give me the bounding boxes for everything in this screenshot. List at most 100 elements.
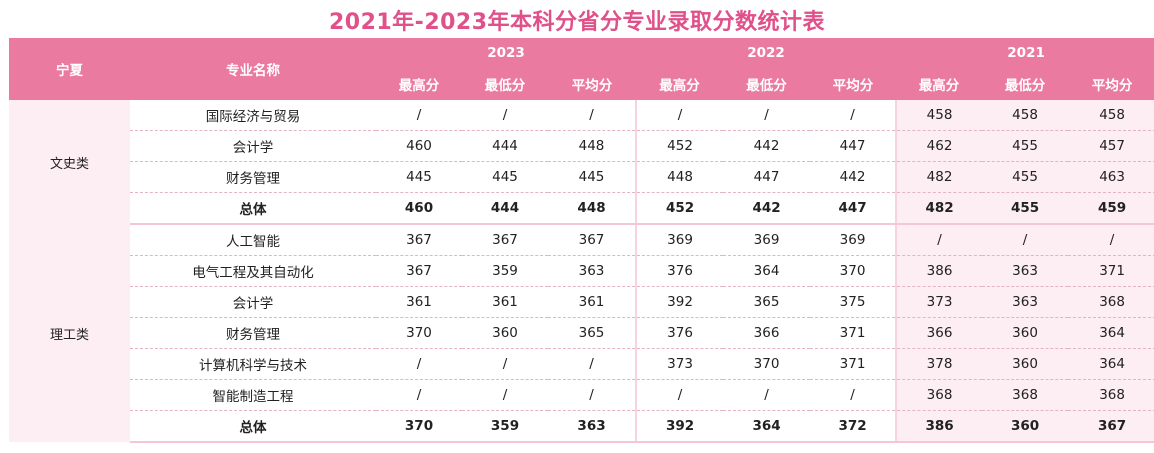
score-cell: 366 (895, 317, 983, 349)
score-cell: 445 (462, 161, 548, 193)
score-cell: 448 (635, 161, 724, 193)
score-cell: / (635, 379, 724, 411)
score-cell: 375 (810, 286, 897, 318)
score-cell: 378 (895, 348, 983, 380)
score-cell: 447 (723, 161, 811, 193)
table-row: 财务管理 445 445 445 448 447 442 482 455 463 (9, 161, 1154, 193)
score-cell: / (723, 100, 811, 131)
score-cell: / (1068, 224, 1154, 256)
metric-header-min: 最低分 (462, 68, 548, 100)
score-cell: 364 (723, 410, 811, 443)
score-cell: 442 (723, 192, 811, 225)
score-cell: 363 (548, 410, 637, 443)
score-cell: 372 (810, 410, 897, 443)
score-cell: 373 (635, 348, 724, 380)
score-cell: 365 (548, 317, 637, 349)
score-cell: 361 (376, 286, 462, 318)
score-cell: 369 (723, 224, 811, 256)
metric-header-min: 最低分 (982, 68, 1069, 100)
metric-header-max: 最高分 (896, 68, 983, 100)
year-header-2022: 2022 (636, 38, 897, 68)
score-cell: 359 (462, 255, 548, 287)
score-cell: 455 (982, 130, 1069, 162)
score-cell: 367 (1068, 410, 1154, 443)
major-cell: 会计学 (130, 286, 376, 318)
score-cell: 361 (462, 286, 548, 318)
score-cell: 370 (376, 317, 462, 349)
metric-header-max: 最高分 (376, 68, 462, 100)
score-cell: 482 (895, 161, 983, 193)
score-cell: / (810, 100, 897, 131)
score-cell: 458 (895, 100, 983, 131)
score-cell: / (635, 100, 724, 131)
score-cell: 458 (982, 100, 1069, 131)
score-cell: 367 (376, 224, 462, 256)
score-cell: 364 (1068, 348, 1154, 380)
score-cell: 376 (635, 317, 724, 349)
score-cell: 455 (982, 192, 1069, 225)
score-cell: / (376, 379, 462, 411)
year-header-2023: 2023 (376, 38, 637, 68)
score-cell: 444 (462, 192, 548, 225)
score-cell: 460 (376, 130, 462, 162)
table-row: 计算机科学与技术 / //373 370 371 378 360 364 (9, 348, 1154, 380)
score-cell: 452 (635, 192, 724, 225)
major-cell: 会计学 (130, 130, 376, 162)
score-cell: 376 (635, 255, 724, 287)
score-cell: / (462, 379, 548, 411)
score-cell: 392 (635, 410, 724, 443)
score-cell: 363 (982, 255, 1069, 287)
score-cell: 370 (376, 410, 462, 443)
score-cell: 366 (723, 317, 811, 349)
score-cell: 363 (982, 286, 1069, 318)
score-cell: / (548, 348, 637, 380)
score-cell: 360 (982, 317, 1069, 349)
score-cell: 482 (895, 192, 983, 225)
year-header-2021: 2021 (896, 38, 1154, 68)
score-cell: 371 (810, 317, 897, 349)
major-header: 专业名称 (130, 38, 376, 100)
major-cell: 总体 (130, 192, 376, 225)
score-cell: 447 (810, 130, 897, 162)
score-cell: 445 (548, 161, 637, 193)
score-cell: 392 (635, 286, 724, 318)
score-cell: 462 (895, 130, 983, 162)
province-header: 宁夏 (9, 38, 130, 100)
page-title: 2021年-2023年本科分省分专业录取分数统计表 (328, 10, 826, 35)
major-cell: 财务管理 (130, 161, 376, 193)
score-cell: / (982, 224, 1069, 256)
metric-header-min: 最低分 (723, 68, 811, 100)
score-cell: 457 (1068, 130, 1154, 162)
score-cell: 447 (810, 192, 897, 225)
score-cell: 369 (810, 224, 897, 256)
score-cell: / (462, 348, 548, 380)
major-cell: 人工智能 (130, 224, 376, 256)
metric-header-avg: 平均分 (810, 68, 897, 100)
score-cell: 442 (723, 130, 811, 162)
category-cell: 文史类 (9, 100, 130, 224)
score-cell: 452 (635, 130, 724, 162)
major-cell: 总体 (130, 410, 376, 443)
table-row: 财务管理 370 360 365 376 366 371 366 360 364 (9, 317, 1154, 349)
score-cell: 455 (982, 161, 1069, 193)
major-cell: 计算机科学与技术 (130, 348, 376, 380)
score-cell: 370 (810, 255, 897, 287)
score-cell: 364 (1068, 317, 1154, 349)
score-cell: 458 (1068, 100, 1154, 131)
category-cell: 理工类 (9, 224, 130, 442)
score-cell: 371 (1068, 255, 1154, 287)
score-cell: 360 (982, 348, 1069, 380)
total-row: 总体 460 444 448 452 442 447 482 455 459 (9, 192, 1154, 225)
score-cell: / (895, 224, 983, 256)
score-cell: 369 (635, 224, 724, 256)
score-cell: 361 (548, 286, 637, 318)
score-cell: 360 (462, 317, 548, 349)
table-row: 会计学 460 444 448 452 442 447 462 455 457 (9, 130, 1154, 162)
major-cell: 财务管理 (130, 317, 376, 349)
score-cell: 448 (548, 130, 637, 162)
score-cell: 444 (462, 130, 548, 162)
score-cell: / (462, 100, 548, 131)
score-cell: 363 (548, 255, 637, 287)
score-cell: 386 (895, 410, 983, 443)
score-cell: 368 (982, 379, 1069, 411)
